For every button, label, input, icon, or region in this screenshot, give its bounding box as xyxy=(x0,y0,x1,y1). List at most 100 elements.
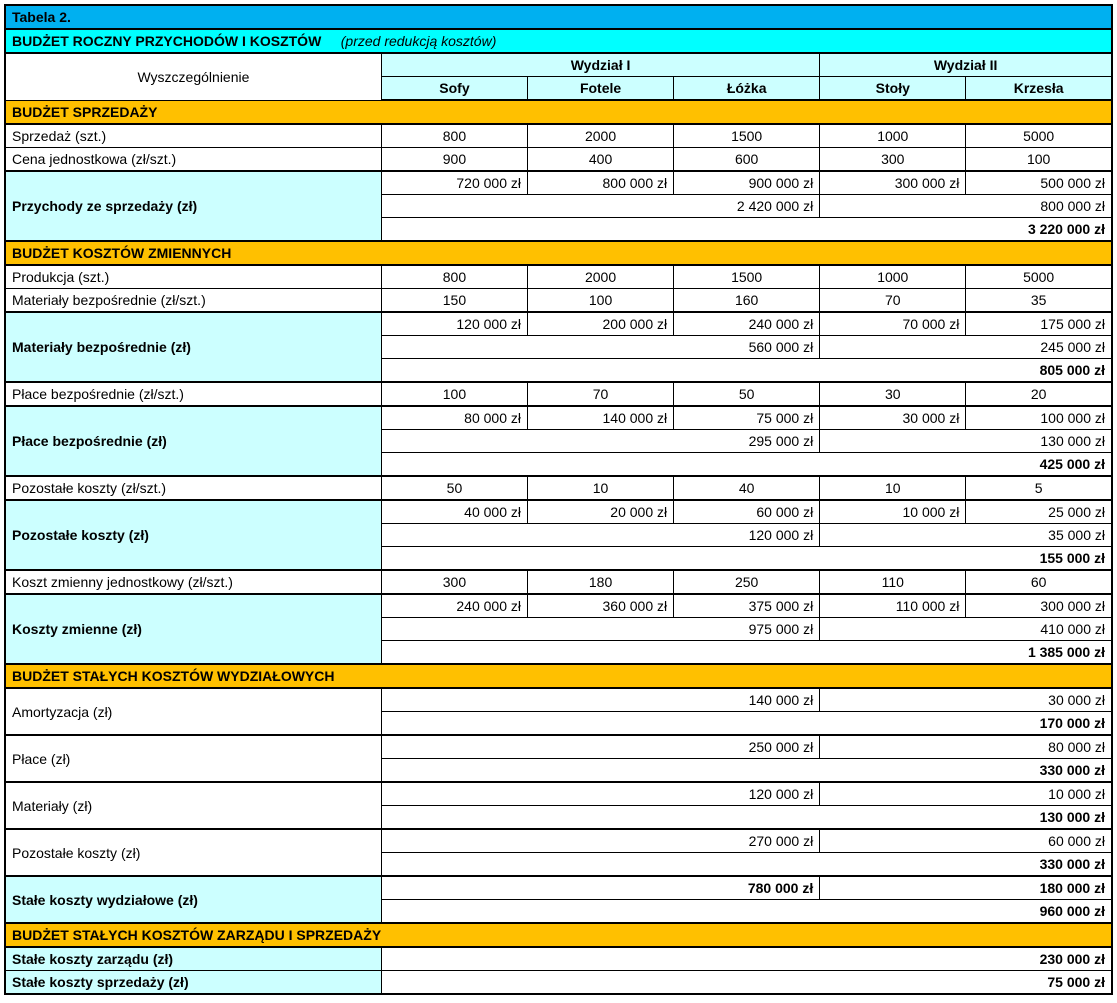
cell: 800 000 zł xyxy=(528,171,674,195)
cell: 70 xyxy=(820,289,966,313)
cell: 2000 xyxy=(528,124,674,148)
cell: 425 000 zł xyxy=(381,453,1112,477)
cell: 100 xyxy=(528,289,674,313)
cell: 900 xyxy=(381,148,527,172)
cell: 410 000 zł xyxy=(820,618,1112,641)
cell: 2 420 000 zł xyxy=(381,195,819,218)
cell: 60 000 zł xyxy=(674,500,820,524)
cell: 1 385 000 zł xyxy=(381,641,1112,665)
row-label: Stałe koszty zarządu (zł) xyxy=(5,947,381,971)
row-label: Stałe koszty sprzedaży (zł) xyxy=(5,971,381,995)
cell: 2000 xyxy=(528,265,674,289)
cell: 75 000 zł xyxy=(674,406,820,430)
spec-header: Wyszczególnienie xyxy=(5,53,381,100)
cell: 230 000 zł xyxy=(381,947,1112,971)
row-label: Materiały (zł) xyxy=(5,782,381,829)
cell: 5000 xyxy=(966,124,1112,148)
section-mgmt: BUDŻET STAŁYCH KOSZTÓW ZARZĄDU I SPRZEDA… xyxy=(5,923,1112,947)
cell: 5000 xyxy=(966,265,1112,289)
cell: 270 000 zł xyxy=(381,829,819,853)
section-sales: BUDŻET SPRZEDAŻY xyxy=(5,100,1112,124)
section-var: BUDŻET KOSZTÓW ZMIENNYCH xyxy=(5,241,1112,265)
cell: 1500 xyxy=(674,124,820,148)
cell: 10 xyxy=(528,476,674,500)
cell: 25 000 zł xyxy=(966,500,1112,524)
cell: 300 xyxy=(381,570,527,594)
division-header-2: Wydział II xyxy=(820,53,1112,77)
row-label: Materiały bezpośrednie (zł) xyxy=(5,312,381,382)
cell: 1000 xyxy=(820,265,966,289)
cell: 70 xyxy=(528,382,674,406)
cell: 375 000 zł xyxy=(674,594,820,618)
cell: 5 xyxy=(966,476,1112,500)
row-label: Produkcja (szt.) xyxy=(5,265,381,289)
row-label: Amortyzacja (zł) xyxy=(5,688,381,735)
cell: 180 xyxy=(528,570,674,594)
row-label: Pozostałe koszty (zł/szt.) xyxy=(5,476,381,500)
cell: 140 000 zł xyxy=(381,688,819,712)
cell: 780 000 zł xyxy=(381,876,819,900)
row-label: Przychody ze sprzedaży (zł) xyxy=(5,171,381,241)
cell: 155 000 zł xyxy=(381,547,1112,571)
cell: 40 000 zł xyxy=(381,500,527,524)
cell: 50 xyxy=(381,476,527,500)
cell: 50 xyxy=(674,382,820,406)
cell: 100 xyxy=(966,148,1112,172)
cell: 75 000 zł xyxy=(381,971,1112,995)
row-label: Cena jednostkowa (zł/szt.) xyxy=(5,148,381,172)
cell: 150 xyxy=(381,289,527,313)
row-label: Płace (zł) xyxy=(5,735,381,782)
cell: 1500 xyxy=(674,265,820,289)
cell: 330 000 zł xyxy=(381,853,1112,877)
cell: 100 000 zł xyxy=(966,406,1112,430)
cell: 1000 xyxy=(820,124,966,148)
cell: 160 xyxy=(674,289,820,313)
row-label: Pozostałe koszty (zł) xyxy=(5,500,381,570)
cell: 330 000 zł xyxy=(381,759,1112,783)
row-label: Sprzedaż (szt.) xyxy=(5,124,381,148)
cell: 60 xyxy=(966,570,1112,594)
cell: 170 000 zł xyxy=(381,712,1112,736)
col-stoly: Stoły xyxy=(820,77,966,101)
cell: 800 000 zł xyxy=(820,195,1112,218)
cell: 300 000 zł xyxy=(820,171,966,195)
cell: 120 000 zł xyxy=(381,782,819,806)
cell: 295 000 zł xyxy=(381,430,819,453)
cell: 250 xyxy=(674,570,820,594)
cell: 175 000 zł xyxy=(966,312,1112,336)
cell: 80 000 zł xyxy=(820,735,1112,759)
cell: 200 000 zł xyxy=(528,312,674,336)
cell: 240 000 zł xyxy=(674,312,820,336)
cell: 720 000 zł xyxy=(381,171,527,195)
cell: 10 000 zł xyxy=(820,782,1112,806)
cell: 500 000 zł xyxy=(966,171,1112,195)
cell: 120 000 zł xyxy=(381,312,527,336)
cell: 240 000 zł xyxy=(381,594,527,618)
row-label: Płace bezpośrednie (zł) xyxy=(5,406,381,476)
cell: 800 xyxy=(381,124,527,148)
row-label: Pozostałe koszty (zł) xyxy=(5,829,381,876)
cell: 30 000 zł xyxy=(820,688,1112,712)
cell: 80 000 zł xyxy=(381,406,527,430)
cell: 10 000 zł xyxy=(820,500,966,524)
cell: 10 xyxy=(820,476,966,500)
col-krzesla: Krzesła xyxy=(966,77,1112,101)
division-header-1: Wydział I xyxy=(381,53,819,77)
cell: 300 000 zł xyxy=(966,594,1112,618)
subtitle-paren: (przed redukcją kosztów) xyxy=(341,33,497,49)
cell: 110 xyxy=(820,570,966,594)
budget-table: Tabela 2. BUDŻET ROCZNY PRZYCHODÓW I KOS… xyxy=(4,4,1113,995)
cell: 800 xyxy=(381,265,527,289)
cell: 40 xyxy=(674,476,820,500)
cell: 805 000 zł xyxy=(381,359,1112,383)
row-label: Koszty zmienne (zł) xyxy=(5,594,381,664)
cell: 20 xyxy=(966,382,1112,406)
cell: 360 000 zł xyxy=(528,594,674,618)
col-sofy: Sofy xyxy=(381,77,527,101)
cell: 30 000 zł xyxy=(820,406,966,430)
cell: 140 000 zł xyxy=(528,406,674,430)
cell: 600 xyxy=(674,148,820,172)
cell: 180 000 zł xyxy=(820,876,1112,900)
cell: 130 000 zł xyxy=(381,806,1112,830)
subtitle-main: BUDŻET ROCZNY PRZYCHODÓW I KOSZTÓW xyxy=(12,33,321,49)
